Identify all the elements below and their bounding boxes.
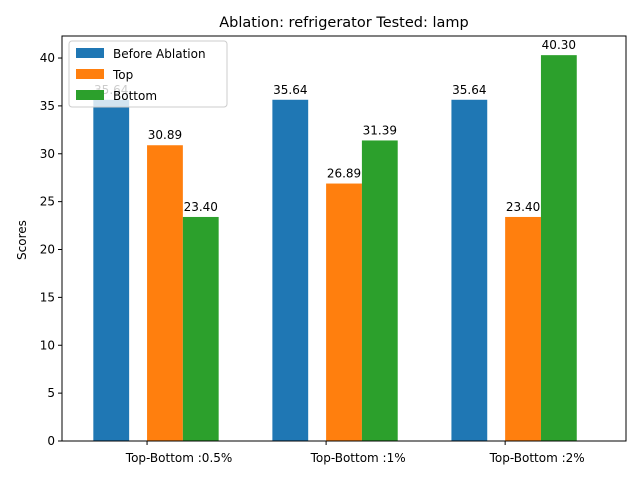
y-tick-label-8: 40 bbox=[40, 51, 55, 65]
y-tick-label-2: 10 bbox=[40, 338, 55, 352]
axes-layer: 0 5 10 15 20 25 30 35 40 Top-Bottom :0.5% Top-Bott… bbox=[40, 35, 627, 465]
bar-1-1 bbox=[93, 99, 130, 442]
bar-2-3 bbox=[505, 216, 541, 441]
bar-3-2 bbox=[361, 140, 398, 441]
bar-value-label-2-1: 30.89 bbox=[148, 128, 182, 142]
y-tick-label-7: 35 bbox=[40, 99, 55, 113]
bar-2-2 bbox=[326, 183, 362, 442]
bar-value-label-3-1: 23.40 bbox=[184, 200, 218, 214]
bar-value-label-1-3: 35.64 bbox=[452, 83, 486, 97]
y-tick-label-6: 30 bbox=[40, 147, 55, 161]
y-tick-label-0: 0 bbox=[47, 434, 55, 448]
x-tick-label-1: Top-Bottom :1% bbox=[310, 451, 406, 465]
legend-label-2: Top bbox=[112, 68, 133, 82]
y-axis-label: Scores bbox=[15, 220, 29, 260]
y-tick-label-3: 15 bbox=[40, 290, 55, 304]
x-tick-label-2: Top-Bottom :2% bbox=[489, 451, 585, 465]
bar-1-2 bbox=[272, 99, 309, 442]
legend: Before Ablation Top Bottom bbox=[68, 40, 228, 108]
bar-value-label-3-3: 40.30 bbox=[542, 38, 576, 52]
legend-label-3: Bottom bbox=[113, 89, 157, 103]
bar-1-3 bbox=[451, 99, 488, 442]
bar-value-label-1-2: 35.64 bbox=[273, 83, 307, 97]
y-tick-label-5: 25 bbox=[40, 195, 55, 209]
y-tick-label-1: 5 bbox=[47, 386, 55, 400]
bar-3-1 bbox=[182, 216, 219, 441]
plot-frame bbox=[61, 35, 627, 442]
legend-swatch-2 bbox=[76, 69, 104, 79]
bar-value-label-3-2: 31.39 bbox=[363, 123, 397, 137]
x-tick-label-0: Top-Bottom :0.5% bbox=[125, 451, 233, 465]
legend-label-1: Before Ablation bbox=[113, 47, 206, 61]
legend-box bbox=[68, 40, 228, 108]
legend-swatch-1 bbox=[76, 48, 104, 58]
bars-layer bbox=[93, 55, 577, 442]
y-tick-label-4: 20 bbox=[40, 243, 55, 257]
chart-title: Ablation: refrigerator Tested: lamp bbox=[219, 15, 468, 31]
bar-value-label-2-3: 23.40 bbox=[506, 200, 540, 214]
bar-3-3 bbox=[540, 55, 577, 442]
bar-value-label-2-2: 26.89 bbox=[327, 167, 361, 181]
legend-swatch-3 bbox=[76, 90, 104, 100]
bar-2-1 bbox=[147, 145, 183, 442]
bar-labels-layer: 35.6435.6435.6430.8926.8923.4023.4031.39… bbox=[94, 38, 576, 214]
